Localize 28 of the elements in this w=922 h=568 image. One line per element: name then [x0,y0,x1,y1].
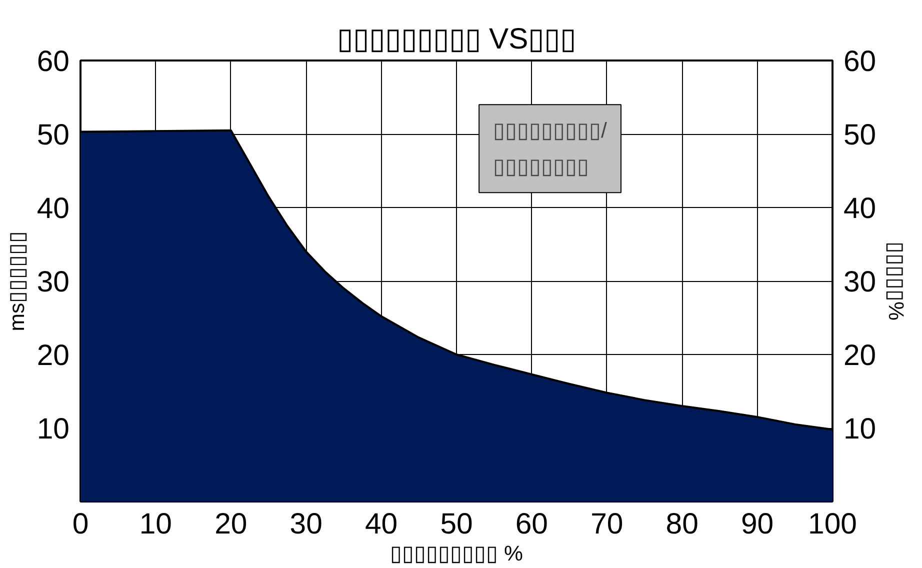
x-tick-label: 60 [515,508,548,540]
x-tick-label: 40 [364,508,398,540]
x-tick-label: 90 [740,508,774,540]
x-tick-label: 30 [290,508,322,540]
y-tick-label: 50 [36,118,70,152]
y-axis-title: ms▯▯▯▯▯▯ [4,230,29,332]
x-tick-label: 100 [808,508,857,540]
y2-tick-label: 20 [844,339,876,372]
y2-tick-label: 10 [844,412,876,446]
y2-tick-label: 60 [844,45,876,78]
x-tick-label: 10 [139,508,172,540]
x-tick-label: 20 [214,508,248,540]
y-tick-label: 20 [36,339,70,372]
y2-tick-label: 40 [844,192,876,225]
y2-axis-title: ▯▯▯▯▯% [884,242,908,321]
y2-tick-label: 50 [844,118,876,152]
annotation: ▯▯▯▯▯▯▯▯▯/ ▯▯▯▯▯▯▯▯ [493,118,608,179]
y-tick-label: 40 [36,192,70,225]
y-tick-label: 30 [36,266,70,298]
y-tick-label: 60 [36,45,70,78]
x-axis-title: ▯▯▯▯▯▯▯▯▯ % [390,542,523,566]
chart-title: ▯▯▯▯▯▯▯▯▯ VS▯▯▯ [336,22,576,56]
x-tick-label: 80 [666,508,698,540]
x-tick-label: 50 [440,508,473,540]
x-tick-label: 0 [72,508,89,540]
y2-tick-label: 30 [844,266,876,298]
y-tick-label: 10 [36,412,70,446]
x-tick-label: 70 [590,508,624,540]
